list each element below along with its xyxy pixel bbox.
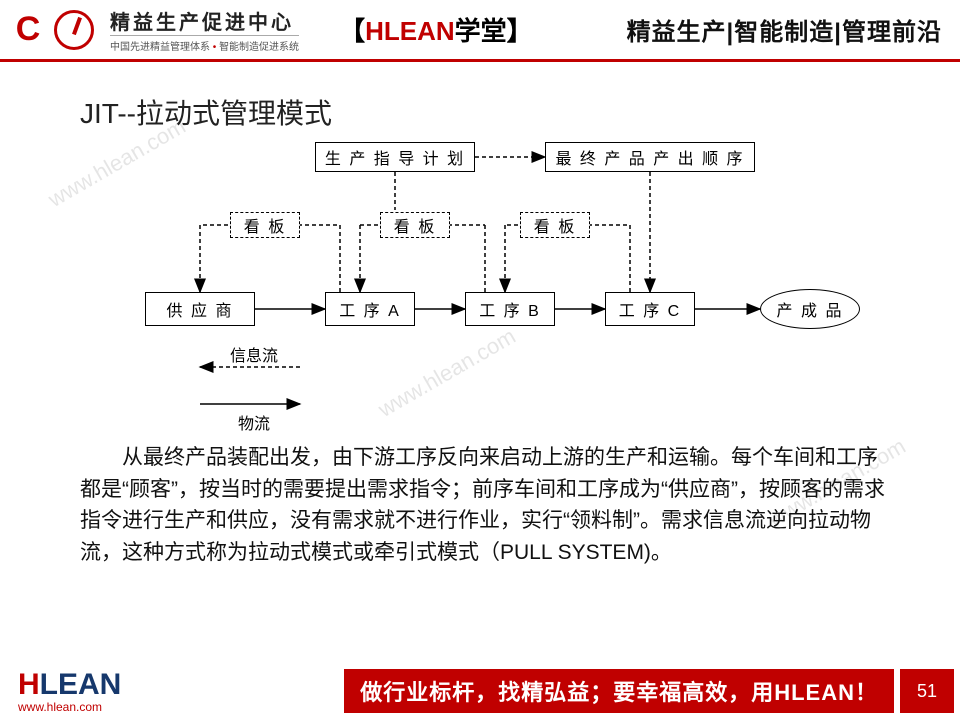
body-paragraph: 从最终产品装配出发，由下游工序反向来启动上游的生产和运输。每个车间和工序都是“顾… xyxy=(80,442,890,568)
node-process-b: 工 序 B xyxy=(465,292,555,326)
diagram-connectors xyxy=(90,142,910,432)
center-name: 精益生产促进中心 中国先进精益管理体系 • 智能制造促进系统 xyxy=(110,6,299,53)
footer-logo: HLEAN www.hlean.com xyxy=(18,668,121,714)
node-kanban-1: 看 板 xyxy=(230,212,300,238)
legend-material-flow: 物流 xyxy=(238,410,270,434)
footer-slogan: 做行业标杆，找精弘益；要幸福高效，用HLEAN！ xyxy=(344,669,894,713)
node-supplier: 供 应 商 xyxy=(145,292,255,326)
jit-pull-flowchart: 生 产 指 导 计 划 最 终 产 品 产 出 顺 序 看 板 看 板 看 板 … xyxy=(90,142,910,432)
node-production-plan: 生 产 指 导 计 划 xyxy=(315,142,475,172)
header-bar: C 精益生产促进中心 中国先进精益管理体系 • 智能制造促进系统 【HLEAN学… xyxy=(0,0,960,62)
center-subtitle: 中国先进精益管理体系 • 智能制造促进系统 xyxy=(110,35,299,53)
node-kanban-2: 看 板 xyxy=(380,212,450,238)
node-process-c: 工 序 C xyxy=(605,292,695,326)
page-number: 51 xyxy=(900,669,954,713)
legend-info-flow: 信息流 xyxy=(230,342,278,366)
node-final-sequence: 最 终 产 品 产 出 顺 序 xyxy=(545,142,755,172)
node-finished-goods: 产 成 品 xyxy=(760,289,860,329)
footer-bar: HLEAN www.hlean.com 做行业标杆，找精弘益；要幸福高效，用HL… xyxy=(0,662,960,720)
footer-url: www.hlean.com xyxy=(18,700,121,714)
slide-title: JIT--拉动式管理模式 xyxy=(80,92,960,132)
brand-hlean-xuetang: 【HLEAN学堂】 xyxy=(339,11,533,48)
brand-tagline: 精益生产|智能制造|管理前沿 xyxy=(627,12,952,47)
center-title: 精益生产促进中心 xyxy=(110,6,299,35)
logo-circle-icon xyxy=(54,10,94,50)
node-kanban-3: 看 板 xyxy=(520,212,590,238)
logo-c-icon: C xyxy=(8,10,48,50)
node-process-a: 工 序 A xyxy=(325,292,415,326)
logo-block: C 精益生产促进中心 中国先进精益管理体系 • 智能制造促进系统 xyxy=(8,6,299,53)
